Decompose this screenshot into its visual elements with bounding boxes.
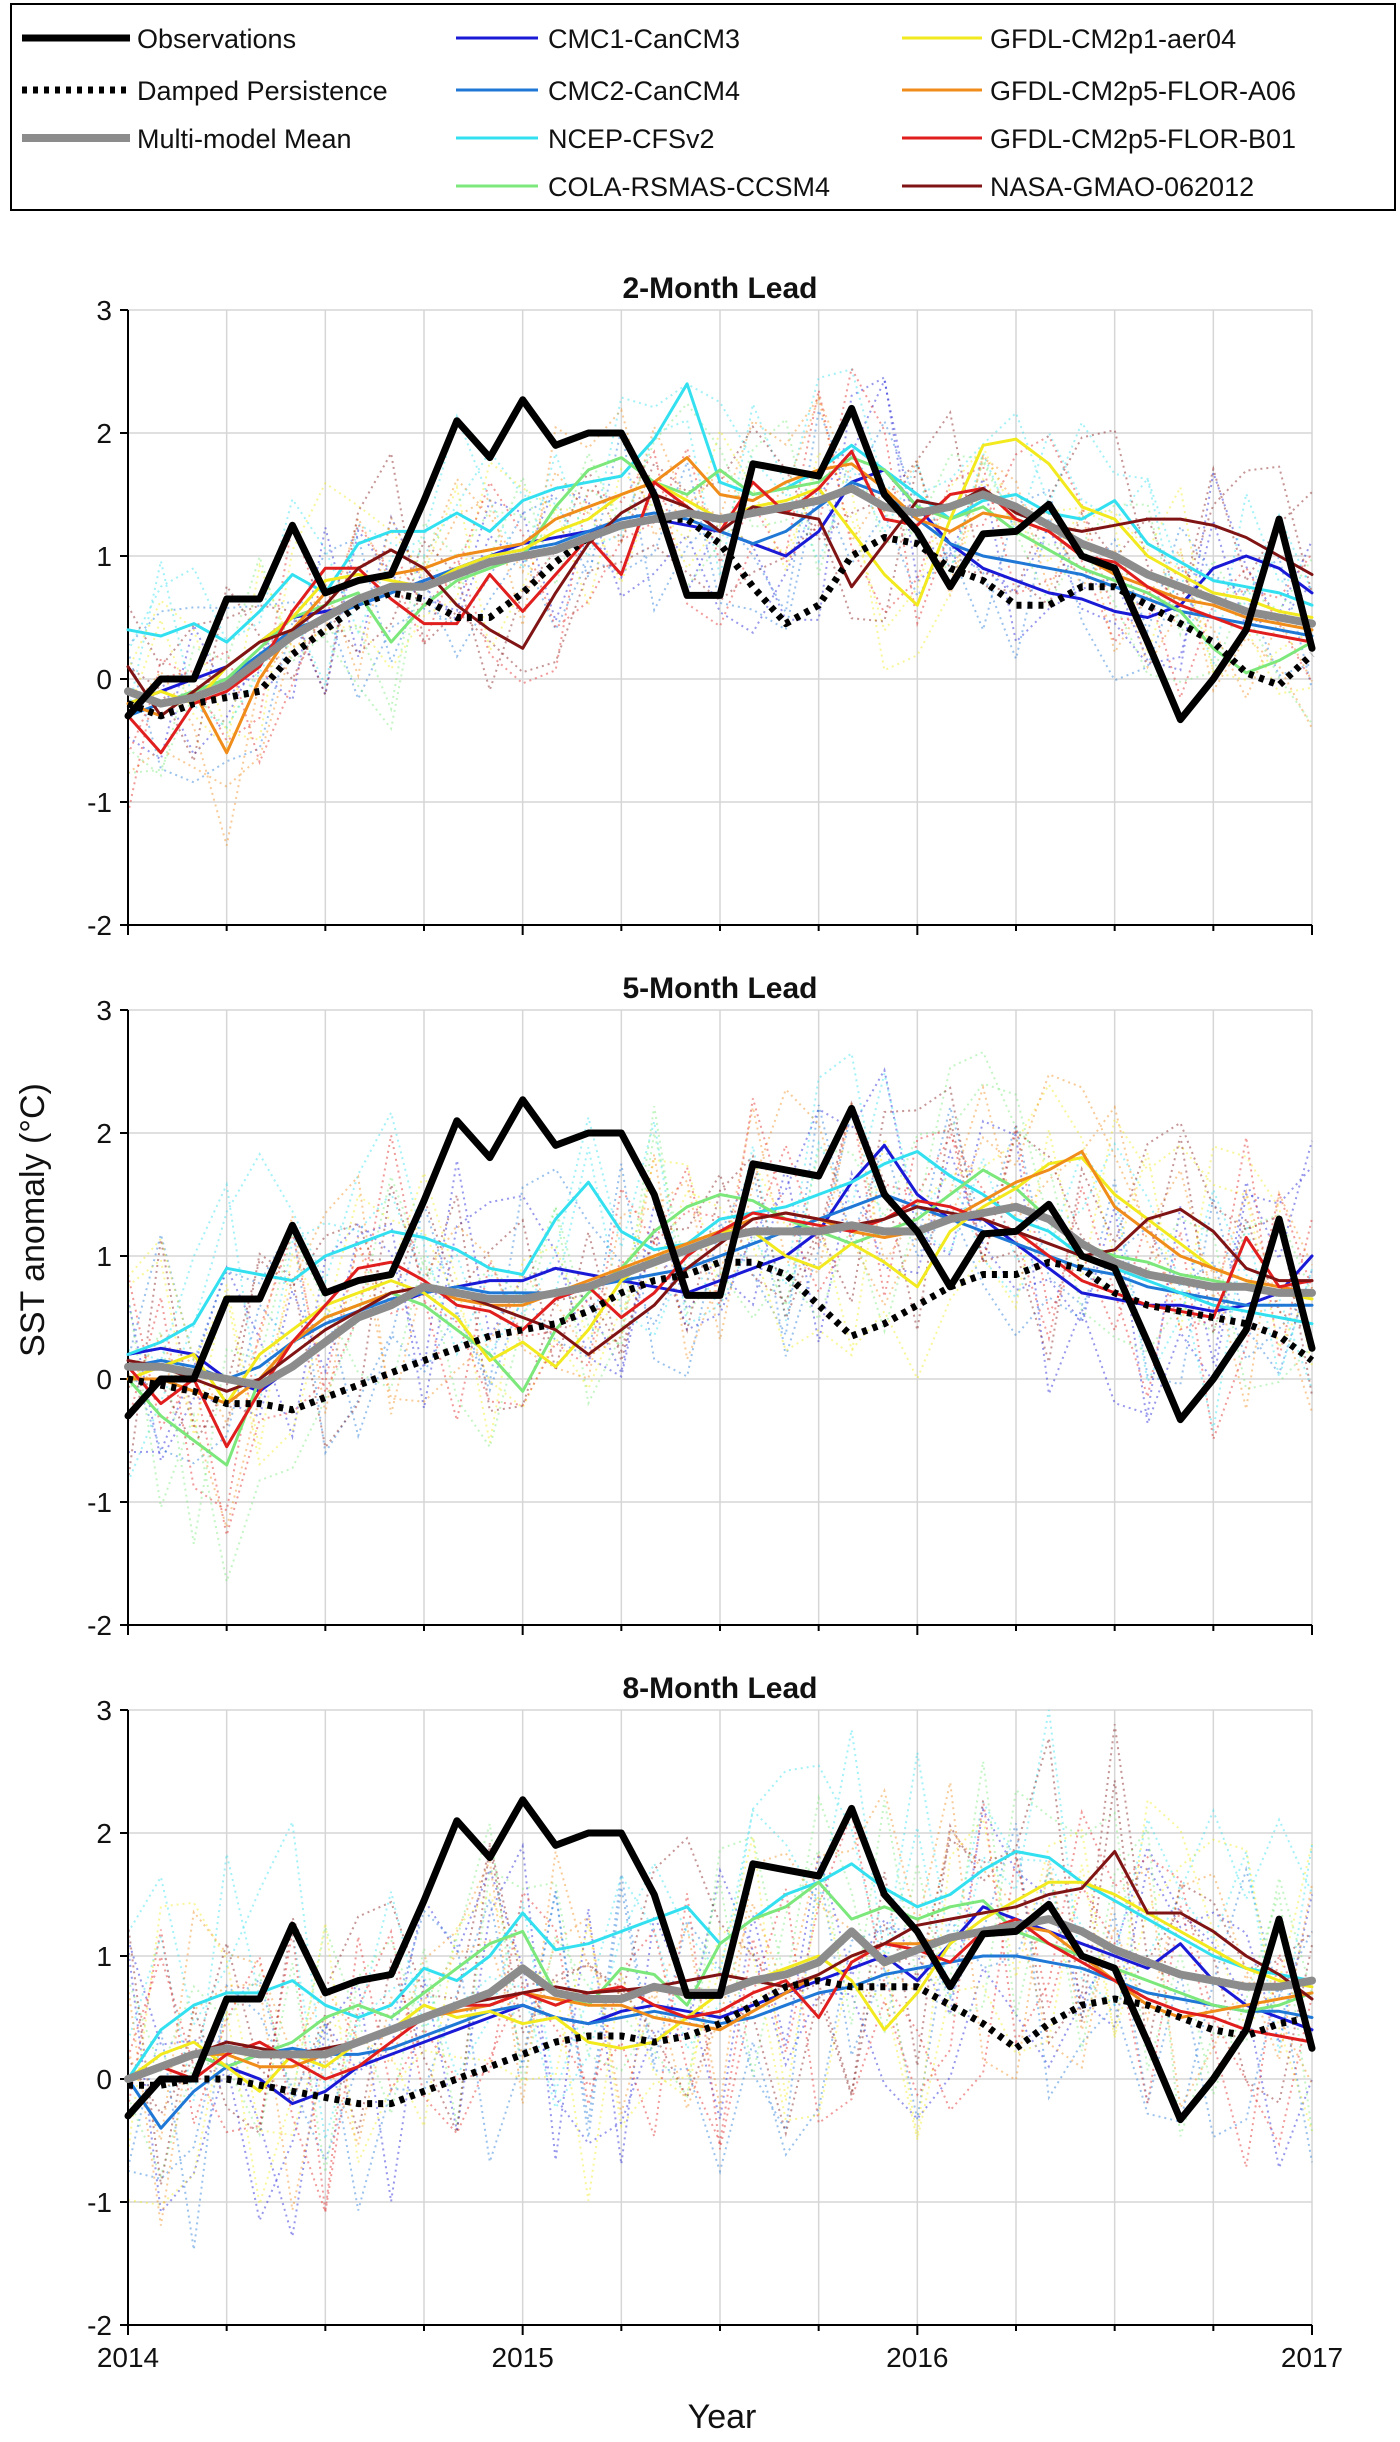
ensemble-spread-cmc2-cancm4	[127, 1104, 1313, 1465]
ensemble-spread-cmc2-cancm4	[127, 1867, 1313, 2211]
ensemble-spread-ncep-cfsv2	[127, 1073, 1313, 1431]
y-tick-label: 0	[96, 664, 112, 695]
legend-label-gfdl-cm2p5-flor-b01: GFDL-CM2p5-FLOR-B01	[990, 124, 1296, 154]
ensemble-spread-cmc1-cancm3	[127, 377, 1313, 762]
x-tick-label: 2015	[492, 2342, 554, 2373]
y-tick-label: -2	[87, 910, 112, 941]
panel-8-month-lead: -2 -1 0 1 2 3 2014 2015 2016 2017 8-Month Lead	[87, 1672, 1343, 2373]
ensemble-spread-cmc2-cancm4	[127, 1823, 1313, 2250]
y-tick-label: -1	[87, 2187, 112, 2218]
y-tick-label: -2	[87, 1610, 112, 1641]
y-tick-label: 0	[96, 1364, 112, 1395]
y-tick-label: 2	[96, 1118, 112, 1149]
series-cmc1-cancm3	[126, 1905, 1314, 2106]
ensemble-spread-gfdl-cm2p1-aer04	[127, 428, 1313, 742]
y-tick-label: 2	[96, 1818, 112, 1849]
y-tick-label: 3	[96, 995, 112, 1026]
ensemble-spread-gfdl-cm2p5-flor-a06	[127, 394, 1313, 788]
ensemble-spread-cmc2-cancm4	[127, 458, 1313, 784]
panel-title: 5-Month Lead	[623, 972, 818, 1005]
legend-label-gfdl-cm2p1-aer04: GFDL-CM2p1-aer04	[990, 24, 1236, 54]
series-nasa-gmao-062012	[126, 1850, 1314, 2081]
legend-label-cmc1-cancm3: CMC1-CanCM3	[548, 24, 740, 54]
series-multi-model-mean	[124, 484, 1316, 708]
x-tick-label: 2017	[1281, 2342, 1343, 2373]
series-damped-persistence	[126, 515, 1315, 720]
y-tick-label: -2	[87, 2310, 112, 2341]
ensemble-spread-gfdl-cm2p5-flor-b01	[127, 1799, 1313, 2213]
ensemble-spread-cola-rsmas-ccsm4	[127, 1788, 1313, 2179]
y-tick-label: 1	[96, 1941, 112, 1972]
legend-label-nasa-gmao-062012: NASA-GMAO-062012	[990, 172, 1254, 202]
ensemble-spread-gfdl-cm2p1-aer04	[127, 1816, 1313, 2201]
series-damped-persistence	[128, 1977, 1313, 2108]
ensemble-spread-gfdl-cm2p5-flor-b01	[127, 365, 1313, 766]
series-observations	[124, 1096, 1316, 1424]
panel-2-month-lead: -2 -1 0 1 2 3 2-Month Lead	[87, 272, 1316, 941]
legend-label-ncep-cfsv2: NCEP-CFSv2	[548, 124, 715, 154]
ensemble-spread-cmc1-cancm3	[127, 1148, 1313, 1454]
ensemble-spread-cmc1-cancm3	[127, 1863, 1313, 2224]
legend-label-multi-model-mean: Multi-model Mean	[137, 124, 352, 154]
series-nasa-gmao-062012	[126, 1205, 1314, 1393]
x-tick-label: 2014	[97, 2342, 159, 2373]
ensemble-spread-ncep-cfsv2	[127, 1709, 1313, 2140]
ensemble-spread-cmc2-cancm4	[127, 1106, 1313, 1456]
y-tick-label: 1	[96, 1241, 112, 1272]
y-axis-label: SST anomaly (°C)	[14, 1083, 52, 1357]
y-tick-label: -1	[87, 787, 112, 818]
series-multi-model-mean	[124, 1202, 1316, 1390]
y-tick-label: 3	[96, 295, 112, 326]
panel-title: 8-Month Lead	[623, 1672, 818, 1705]
series-nasa-gmao-062012	[126, 486, 1314, 718]
chart-panels: -2 -1 0 1 2 3 2-Month Lead -2 -1 0 1 2 3 5-Month Lead…	[87, 272, 1343, 2373]
ensemble-spread-gfdl-cm2p1-aer04	[127, 445, 1313, 751]
ensemble-spread-nasa-gmao-062012	[127, 1100, 1313, 1482]
ensemble-spread-cola-rsmas-ccsm4	[127, 402, 1313, 778]
y-tick-label: 0	[96, 2064, 112, 2095]
ensemble-spread-cola-rsmas-ccsm4	[127, 1761, 1313, 2137]
legend-box	[10, 3, 1396, 211]
legend-label-gfdl-cm2p5-flor-a06: GFDL-CM2p5-FLOR-A06	[990, 76, 1296, 106]
series-damped-persistence	[127, 1258, 1315, 1414]
ensemble-spread-nasa-gmao-062012	[127, 1724, 1313, 2137]
y-tick-label: 1	[96, 541, 112, 572]
series-gfdl-cm2p5-flor-b01	[126, 1917, 1314, 2081]
legend-label-cola-rsmas-ccsm4: COLA-RSMAS-CCSM4	[548, 172, 830, 202]
y-tick-label: 2	[96, 418, 112, 449]
y-tick-label: 3	[96, 1695, 112, 1726]
ensemble-spread-gfdl-cm2p5-flor-a06	[127, 1083, 1313, 1532]
panel-title: 2-Month Lead	[623, 272, 818, 305]
ensemble-spread-cmc1-cancm3	[127, 1067, 1313, 1464]
series-observations	[124, 1796, 1316, 2124]
ensemble-spread-gfdl-cm2p5-flor-a06	[127, 1073, 1313, 1427]
y-tick-label: -1	[87, 1487, 112, 1518]
legend-label-cmc2-cancm4: CMC2-CanCM4	[548, 76, 740, 106]
x-axis-label: Year	[688, 2398, 757, 2436]
x-tick-label: 2016	[886, 2342, 948, 2373]
ensemble-spread-gfdl-cm2p5-flor-b01	[127, 1809, 1313, 2213]
legend-label-damped-persistence: Damped Persistence	[137, 76, 388, 106]
legend-label-observations: Observations	[137, 24, 296, 54]
legend: Observations Damped Persistence Multi-mode…	[10, 3, 1396, 211]
panel-5-month-lead: -2 -1 0 1 2 3 5-Month Lead	[87, 972, 1316, 1641]
series-observations	[124, 396, 1316, 724]
